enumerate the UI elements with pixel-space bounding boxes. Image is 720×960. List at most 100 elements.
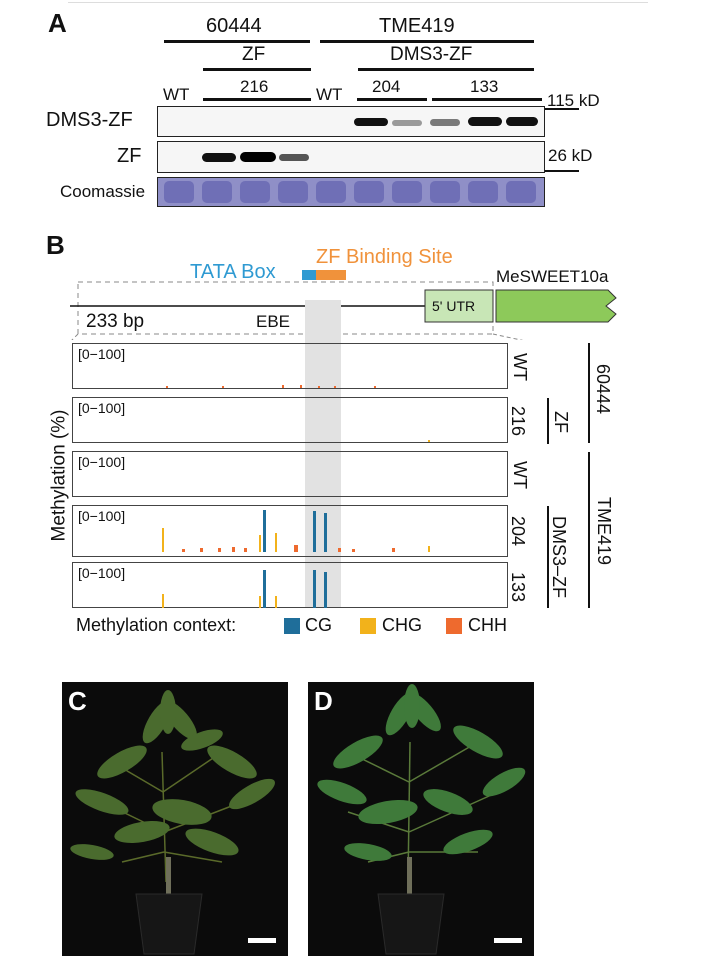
coomassie-lane [240, 181, 270, 203]
group-label-zf: ZF [551, 411, 571, 433]
cg-bar [324, 572, 327, 608]
track-wt2 [72, 451, 508, 497]
chh-bar [334, 386, 336, 388]
coomassie-lane [468, 181, 498, 203]
track-range-label: [0−100] [78, 400, 126, 416]
track-label-wt1: WT [509, 353, 530, 381]
track-label-wt2: WT [509, 461, 530, 489]
track-d133 [72, 562, 508, 608]
track-range-label: [0−100] [78, 454, 126, 470]
size-115kd: 115 kD [547, 91, 600, 110]
chh-bar [244, 548, 247, 552]
plant-illustration [70, 690, 275, 955]
band-dms3zf-3 [430, 119, 460, 126]
coomassie-strip [157, 177, 545, 207]
chh-bar [318, 386, 320, 388]
band-zf-3 [279, 154, 309, 161]
lane-204-bar [357, 98, 427, 101]
top-rule [68, 2, 648, 3]
coomassie-lane [202, 181, 232, 203]
sub-zf-bar [203, 68, 311, 71]
chh-bar [352, 549, 355, 552]
chh-bar [374, 386, 376, 388]
chh-bar [200, 548, 203, 552]
group-60444-label: 60444 [206, 15, 262, 37]
blot-zf [157, 141, 545, 173]
sub-dms3zf-label: DMS3-ZF [390, 44, 473, 65]
chh-bar [300, 385, 302, 388]
cg-bar [263, 570, 266, 608]
track-zf216 [72, 397, 508, 443]
legend-title: Methylation context: [76, 615, 237, 635]
group-60444-bar [164, 40, 310, 43]
chg-bar [275, 596, 277, 608]
bracket-zf [547, 398, 549, 444]
band-dms3zf-1 [354, 118, 388, 126]
plant-photo-c: C [62, 682, 288, 956]
chg-bar [259, 596, 261, 608]
lane-133-label: 133 [470, 77, 499, 96]
sub-dms3zf-bar [358, 68, 534, 71]
coomassie-lane [354, 181, 384, 203]
cg-bar [263, 510, 266, 552]
track-d204 [72, 505, 508, 557]
chg-bar [428, 546, 430, 552]
chh-bar [182, 549, 185, 552]
chg-bar [162, 594, 164, 608]
chg-bar [162, 528, 164, 552]
chh-bar [338, 548, 341, 552]
track-label-204: 204 [508, 515, 529, 547]
cg-bar [313, 570, 316, 608]
chh-bar [166, 386, 168, 388]
size-115kd-tick [545, 108, 579, 110]
zf-site-marker [316, 270, 346, 280]
chg-bar [259, 535, 261, 552]
legend-chg-swatch [360, 618, 376, 634]
zoom-line-right [492, 333, 524, 340]
coomassie-lane [278, 181, 308, 203]
panel-b-letter: B [46, 230, 65, 260]
cg-bar [313, 511, 316, 552]
bracket-tme419 [588, 452, 590, 608]
row-label-dms3zf: DMS3-ZF [46, 109, 133, 131]
group-label-tme419: TME419 [594, 496, 615, 566]
chh-bar [294, 545, 298, 552]
chg-bar [428, 440, 430, 442]
track-zf216-bars [428, 440, 430, 442]
lane-wt1-label: WT [163, 85, 190, 104]
track-wt1-bars [166, 385, 376, 388]
legend-cg-label: CG [305, 615, 332, 635]
legend-chg-label: CHG [382, 615, 422, 635]
coomassie-lane [316, 181, 346, 203]
lane-216-bar [203, 98, 311, 101]
coomassie-lane [392, 181, 422, 203]
track-label-216: 216 [508, 405, 529, 437]
track-d133-bars [162, 570, 327, 608]
methylation-ylabel: Methylation (%) [48, 409, 70, 542]
sub-zf-label: ZF [242, 44, 266, 65]
utr-box [424, 289, 494, 323]
chh-bar [392, 548, 395, 552]
track-wt1 [72, 343, 508, 389]
size-26kd: 26 kD [548, 146, 593, 165]
lane-216-label: 216 [240, 77, 269, 96]
track-label-133: 133 [508, 571, 529, 603]
track-range-label: [0−100] [78, 346, 126, 362]
bp-label: 233 bp [86, 311, 145, 332]
band-zf-2 [240, 152, 276, 162]
bracket-dms3zf [547, 506, 549, 608]
methylation-bars [162, 385, 430, 608]
lane-204-label: 204 [372, 77, 401, 96]
panel-d-letter: D [314, 686, 333, 716]
blot-dms3zf [157, 106, 545, 137]
cg-bar [324, 513, 327, 552]
coomassie-lane [430, 181, 460, 203]
tata-box-marker [302, 270, 316, 280]
ebe-label: EBE [256, 312, 291, 331]
chh-bar [282, 385, 284, 388]
legend-cg-swatch [284, 618, 300, 634]
band-dms3zf-4 [468, 117, 502, 126]
chh-bar [218, 548, 221, 552]
plant-illustration [317, 684, 526, 955]
gene-arrow [495, 289, 617, 323]
